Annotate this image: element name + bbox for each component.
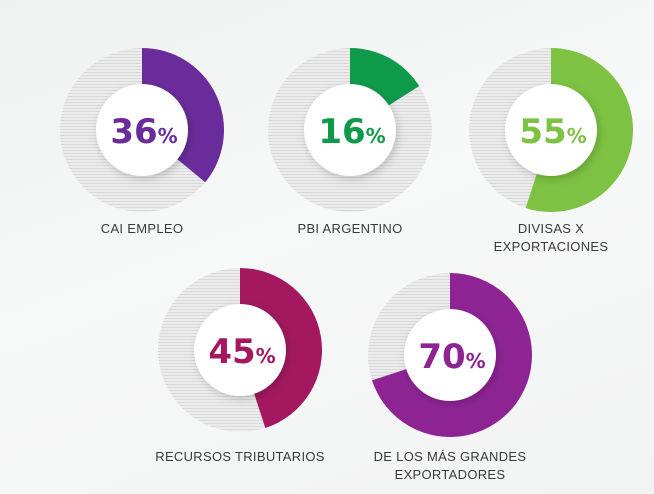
label-line: EXPORTACIONES: [493, 239, 609, 254]
label-line: RECURSOS TRIBUTARIOS: [155, 449, 325, 464]
donut-label: PBI ARGENTINO: [240, 220, 460, 238]
percent-value: 16%: [318, 112, 385, 152]
label-line: PBI ARGENTINO: [297, 221, 403, 236]
donut-4: 45%: [158, 268, 322, 432]
donut-label: RECURSOS TRIBUTARIOS: [130, 448, 350, 466]
percent-value: 45%: [208, 332, 275, 372]
percent-value: 55%: [519, 112, 586, 152]
donut-center: [304, 84, 396, 176]
donut-label: DIVISAS X EXPORTACIONES: [441, 220, 654, 256]
donut-1: 36%: [60, 48, 224, 212]
label-line: EXPORTADORES: [394, 467, 506, 482]
label-line: DE LOS MÁS GRANDES: [373, 449, 527, 464]
donut-label: DE LOS MÁS GRANDES EXPORTADORES: [340, 448, 560, 484]
donut-3: 55%: [469, 48, 633, 212]
donut-label: CAI EMPLEO: [32, 220, 252, 238]
donut-center: [194, 304, 286, 396]
donut-center: [404, 309, 496, 401]
label-line: CAI EMPLEO: [100, 221, 184, 236]
donut-center: [505, 84, 597, 176]
donut-center: [96, 84, 188, 176]
donut-2: 16%: [268, 48, 432, 212]
donut-5: 70%: [368, 273, 532, 437]
percent-value: 36%: [110, 112, 177, 152]
label-line: DIVISAS X: [517, 221, 585, 236]
percent-value: 70%: [418, 337, 485, 377]
